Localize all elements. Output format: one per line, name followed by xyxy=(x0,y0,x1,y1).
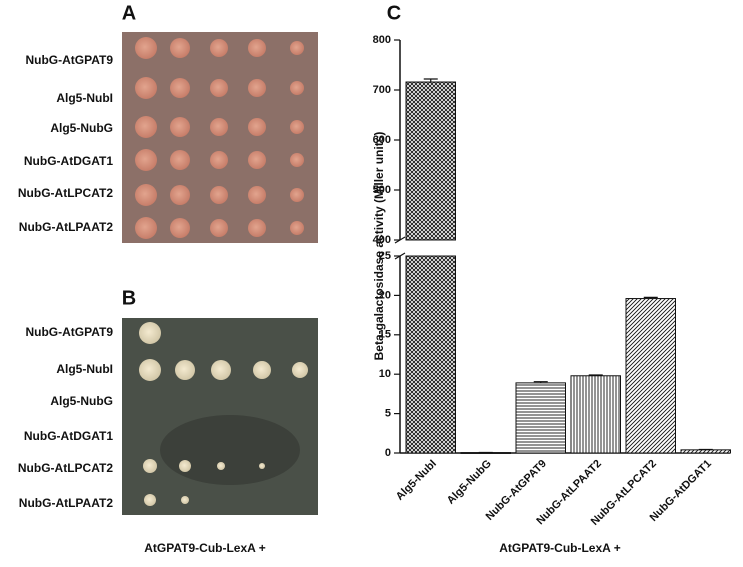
panel-letter: A xyxy=(122,2,136,24)
colony xyxy=(248,219,266,237)
strain-label: Alg5-NubI xyxy=(56,91,113,105)
colony xyxy=(290,188,304,202)
colony xyxy=(135,149,157,171)
colony xyxy=(248,151,266,169)
y-tick-label: 5 xyxy=(385,408,391,420)
colony xyxy=(135,184,157,206)
bar xyxy=(570,375,621,454)
x-tick-label: Alg5-NubI xyxy=(394,458,439,503)
colonies xyxy=(139,322,308,506)
x-tick-label: NubG-AtDGAT1 xyxy=(648,458,714,524)
bar xyxy=(625,298,676,454)
colony xyxy=(248,39,266,57)
colony xyxy=(210,219,228,237)
colony xyxy=(143,459,157,473)
y-tick-label: 15 xyxy=(379,329,391,341)
axis-break xyxy=(394,236,406,260)
y-tick-label: 400 xyxy=(373,234,391,246)
colony xyxy=(248,79,266,97)
x-label: AtGPAT9-Cub-LexA + xyxy=(499,541,620,555)
strain-label: NubG-AtLPAAT2 xyxy=(19,496,114,510)
colony xyxy=(210,39,228,57)
colony xyxy=(170,117,190,137)
colony xyxy=(170,150,190,170)
y-tick-label: 800 xyxy=(373,34,391,46)
strain-label: NubG-AtLPAAT2 xyxy=(19,220,114,234)
colony xyxy=(135,217,157,239)
colony xyxy=(290,41,304,55)
colony xyxy=(253,361,271,379)
colonies xyxy=(135,37,304,239)
colony xyxy=(179,460,191,472)
y-tick-label: 20 xyxy=(379,289,391,301)
colony xyxy=(259,463,265,469)
colony xyxy=(181,496,189,504)
bar xyxy=(405,81,456,241)
colony xyxy=(139,359,161,381)
x-label: AtGPAT9-Cub-LexA + xyxy=(144,541,265,555)
y-tick-label: 10 xyxy=(379,368,391,380)
colony xyxy=(135,116,157,138)
strain-label: Alg5-NubG xyxy=(50,121,113,135)
colony xyxy=(248,186,266,204)
colony xyxy=(290,81,304,95)
y-tick-label: 500 xyxy=(373,184,391,196)
strain-label: Alg5-NubI xyxy=(56,362,113,376)
colony xyxy=(170,218,190,238)
strain-label: NubG-AtLPCAT2 xyxy=(18,461,113,475)
plate-photo xyxy=(122,32,318,243)
colony xyxy=(248,118,266,136)
colony xyxy=(144,494,156,506)
panel-letter: C xyxy=(387,2,401,24)
colony xyxy=(135,37,157,59)
y-axis-label: Beta-galactosidase activity (Miller unit… xyxy=(372,132,386,361)
colony xyxy=(292,362,308,378)
error-bar xyxy=(533,381,548,383)
colony xyxy=(290,120,304,134)
strain-label: NubG-AtDGAT1 xyxy=(24,154,113,168)
error-bar xyxy=(423,78,438,82)
strain-label: NubG-AtDGAT1 xyxy=(24,429,113,443)
colony xyxy=(139,322,161,344)
panel-letter: B xyxy=(122,287,136,309)
bar xyxy=(515,382,566,454)
y-tick-label: 700 xyxy=(373,84,391,96)
colony xyxy=(211,360,231,380)
colony xyxy=(170,185,190,205)
colony xyxy=(135,77,157,99)
colony xyxy=(290,153,304,167)
y-tick-label: 600 xyxy=(373,134,391,146)
colony xyxy=(170,38,190,58)
colony xyxy=(170,78,190,98)
colony xyxy=(210,151,228,169)
strain-label: NubG-AtGPAT9 xyxy=(25,325,113,339)
error-bar xyxy=(588,374,603,376)
colony xyxy=(290,221,304,235)
colony xyxy=(175,360,195,380)
y-tick-label: 25 xyxy=(379,250,391,262)
strain-label: NubG-AtLPCAT2 xyxy=(18,186,113,200)
plate-shadow xyxy=(160,415,300,485)
bar xyxy=(680,449,731,454)
colony xyxy=(210,79,228,97)
strain-label: Alg5-NubG xyxy=(50,394,113,408)
y-tick-label: 0 xyxy=(385,447,391,459)
x-tick-label: Alg5-NubG xyxy=(445,458,494,507)
colony xyxy=(210,118,228,136)
bar xyxy=(405,255,456,454)
error-bar xyxy=(643,296,658,299)
colony xyxy=(210,186,228,204)
strain-label: NubG-AtGPAT9 xyxy=(25,53,113,67)
colony xyxy=(217,462,225,470)
